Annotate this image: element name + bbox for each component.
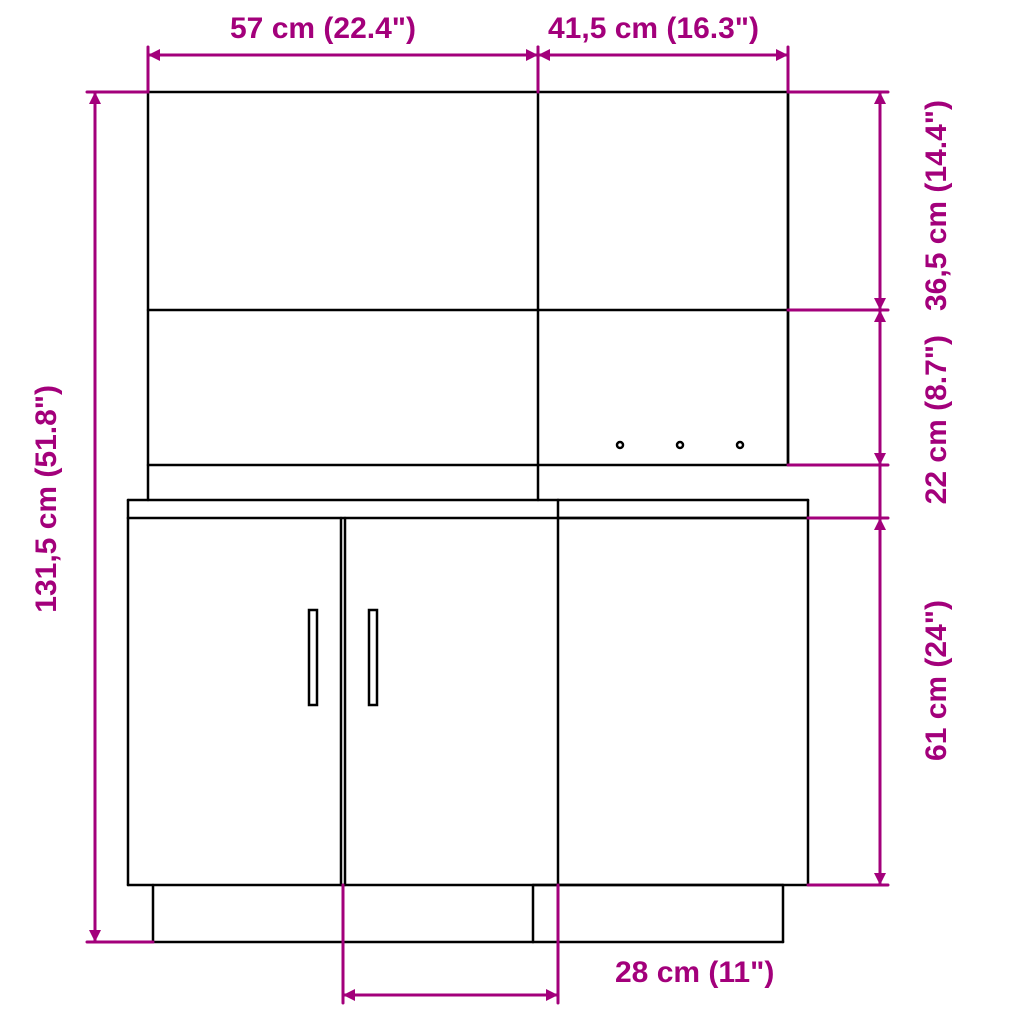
dim-depth-label: 41,5 cm (16.3") (548, 12, 759, 46)
dim-door-h-label: 61 cm (24") (920, 600, 954, 761)
dim-door-w-label: 28 cm (11") (615, 956, 774, 990)
dim-shelf2-label: 22 cm (8.7") (920, 335, 954, 504)
dim-width-label: 57 cm (22.4") (230, 12, 416, 46)
dim-shelf1-label: 36,5 cm (14.4") (920, 100, 954, 311)
dim-total-height-label: 131,5 cm (51.8") (30, 385, 64, 613)
cabinet-dimension-drawing (0, 0, 1024, 1024)
